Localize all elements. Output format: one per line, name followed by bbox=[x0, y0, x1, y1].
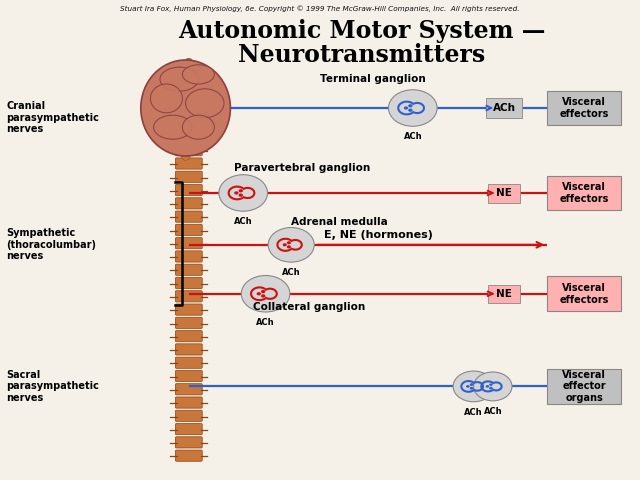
FancyBboxPatch shape bbox=[175, 277, 202, 288]
Text: Sacral
parasympathetic
nerves: Sacral parasympathetic nerves bbox=[6, 370, 99, 403]
FancyBboxPatch shape bbox=[486, 98, 522, 118]
FancyBboxPatch shape bbox=[175, 423, 202, 435]
Circle shape bbox=[404, 107, 408, 109]
Text: NE: NE bbox=[496, 289, 511, 299]
Circle shape bbox=[489, 384, 493, 386]
FancyBboxPatch shape bbox=[175, 118, 202, 129]
Text: ACh: ACh bbox=[483, 407, 502, 416]
Text: Stuart Ira Fox, Human Physiology, 6e. Copyright © 1999 The McGraw-Hill Companies: Stuart Ira Fox, Human Physiology, 6e. Co… bbox=[120, 6, 520, 12]
FancyBboxPatch shape bbox=[175, 158, 202, 169]
FancyBboxPatch shape bbox=[547, 91, 621, 125]
Text: Adrenal medulla: Adrenal medulla bbox=[291, 217, 388, 227]
FancyBboxPatch shape bbox=[175, 371, 202, 382]
Text: Terminal ganglion: Terminal ganglion bbox=[320, 74, 426, 84]
Circle shape bbox=[261, 294, 266, 298]
Circle shape bbox=[388, 90, 437, 126]
FancyBboxPatch shape bbox=[175, 238, 202, 249]
FancyBboxPatch shape bbox=[175, 264, 202, 276]
FancyBboxPatch shape bbox=[488, 285, 520, 303]
FancyBboxPatch shape bbox=[175, 184, 202, 196]
Circle shape bbox=[261, 290, 266, 293]
FancyBboxPatch shape bbox=[175, 251, 202, 262]
Text: Neurotransmitters: Neurotransmitters bbox=[238, 43, 485, 67]
FancyBboxPatch shape bbox=[175, 78, 202, 89]
Circle shape bbox=[239, 189, 243, 192]
FancyBboxPatch shape bbox=[547, 276, 621, 311]
Circle shape bbox=[234, 192, 239, 194]
FancyBboxPatch shape bbox=[175, 437, 202, 448]
Circle shape bbox=[474, 372, 512, 401]
FancyBboxPatch shape bbox=[175, 397, 202, 408]
Ellipse shape bbox=[150, 84, 182, 113]
Ellipse shape bbox=[186, 89, 224, 118]
Text: Visceral
effector
organs: Visceral effector organs bbox=[562, 370, 606, 403]
FancyBboxPatch shape bbox=[175, 105, 202, 116]
Text: NE: NE bbox=[496, 189, 511, 198]
Ellipse shape bbox=[141, 60, 230, 156]
Circle shape bbox=[470, 387, 474, 390]
FancyBboxPatch shape bbox=[175, 357, 202, 368]
Circle shape bbox=[489, 387, 493, 389]
Text: ACh: ACh bbox=[282, 268, 301, 277]
Text: Sympathetic
(thoracolumbar)
nerves: Sympathetic (thoracolumbar) nerves bbox=[6, 228, 97, 262]
Text: Paravertebral ganglion: Paravertebral ganglion bbox=[234, 163, 370, 173]
Circle shape bbox=[219, 175, 268, 211]
Text: ACh: ACh bbox=[234, 217, 253, 226]
FancyBboxPatch shape bbox=[175, 92, 202, 103]
FancyBboxPatch shape bbox=[547, 369, 621, 404]
Ellipse shape bbox=[154, 115, 192, 139]
FancyBboxPatch shape bbox=[175, 291, 202, 302]
FancyBboxPatch shape bbox=[175, 198, 202, 209]
Text: ACh: ACh bbox=[256, 318, 275, 327]
Text: Autonomic Motor System —: Autonomic Motor System — bbox=[178, 19, 545, 43]
Text: E, NE (hormones): E, NE (hormones) bbox=[324, 230, 433, 240]
FancyBboxPatch shape bbox=[547, 176, 621, 210]
Text: Collateral ganglion: Collateral ganglion bbox=[253, 302, 365, 312]
Ellipse shape bbox=[160, 67, 198, 91]
Text: ACh: ACh bbox=[464, 408, 483, 417]
FancyBboxPatch shape bbox=[175, 384, 202, 395]
Circle shape bbox=[287, 241, 291, 244]
FancyBboxPatch shape bbox=[175, 132, 202, 143]
FancyBboxPatch shape bbox=[175, 224, 202, 236]
FancyBboxPatch shape bbox=[175, 410, 202, 421]
Text: Visceral
effectors: Visceral effectors bbox=[559, 182, 609, 204]
FancyBboxPatch shape bbox=[175, 331, 202, 342]
Circle shape bbox=[466, 385, 470, 388]
FancyBboxPatch shape bbox=[175, 450, 202, 461]
Circle shape bbox=[239, 193, 243, 197]
Circle shape bbox=[257, 292, 261, 295]
FancyBboxPatch shape bbox=[175, 171, 202, 182]
FancyBboxPatch shape bbox=[175, 211, 202, 222]
FancyBboxPatch shape bbox=[175, 65, 202, 76]
Text: Cranial
parasympathetic
nerves: Cranial parasympathetic nerves bbox=[6, 101, 99, 134]
Text: Visceral
effectors: Visceral effectors bbox=[559, 283, 609, 305]
Ellipse shape bbox=[182, 115, 214, 139]
FancyBboxPatch shape bbox=[175, 344, 202, 355]
FancyBboxPatch shape bbox=[175, 304, 202, 315]
Circle shape bbox=[408, 108, 413, 112]
Ellipse shape bbox=[182, 65, 214, 84]
Text: ACh: ACh bbox=[493, 103, 515, 113]
FancyBboxPatch shape bbox=[175, 144, 202, 156]
Circle shape bbox=[283, 243, 287, 246]
Circle shape bbox=[486, 385, 489, 388]
Circle shape bbox=[241, 276, 290, 312]
Circle shape bbox=[470, 383, 474, 386]
Text: Visceral
effectors: Visceral effectors bbox=[559, 97, 609, 119]
FancyBboxPatch shape bbox=[175, 317, 202, 328]
Text: ACh: ACh bbox=[403, 132, 422, 141]
Circle shape bbox=[453, 371, 494, 402]
Circle shape bbox=[268, 228, 314, 262]
FancyBboxPatch shape bbox=[488, 184, 520, 203]
Circle shape bbox=[408, 104, 413, 108]
Circle shape bbox=[287, 245, 291, 249]
